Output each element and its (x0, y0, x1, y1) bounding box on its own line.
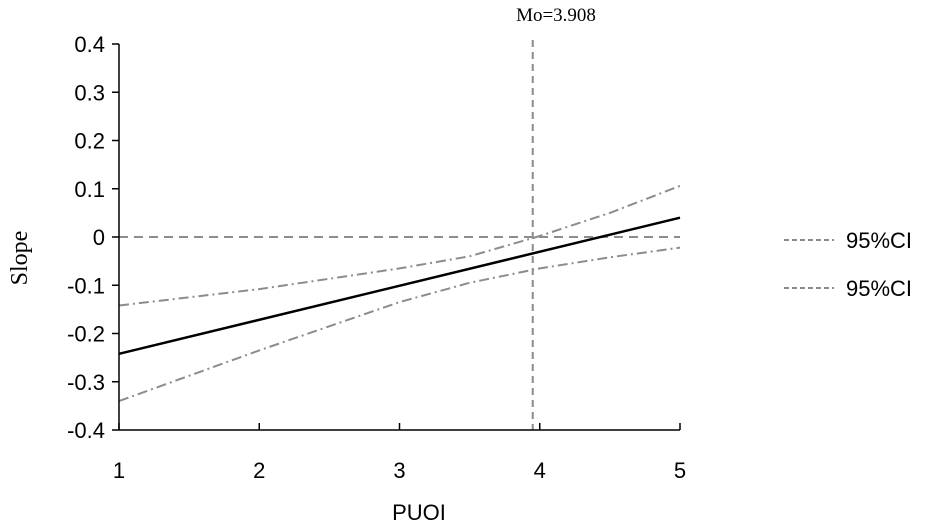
x-axis-title: PUOI (392, 500, 446, 525)
legend: 95%CI 95%CI (784, 228, 912, 301)
legend-label: 95%CI (846, 228, 912, 253)
y-tick-label: 0.2 (74, 129, 105, 154)
x-tick-label: 4 (534, 458, 546, 483)
x-tick-labels: 1 2 3 4 5 (113, 458, 686, 483)
y-tick-label: 0.1 (74, 177, 105, 202)
x-tick-label: 3 (393, 458, 405, 483)
y-tick-label: -0.4 (67, 418, 105, 443)
ci-line-1 (118, 246, 681, 403)
x-tick-label: 1 (113, 458, 125, 483)
ci-line-2 (118, 184, 681, 307)
axes-layer (112, 43, 681, 431)
x-tick-label: 5 (674, 458, 686, 483)
x-tick-label: 2 (253, 458, 265, 483)
y-tick-labels: 0.4 0.3 0.2 0.1 0 -0.1 -0.2 -0.3 -0.4 (67, 32, 105, 443)
y-axis-title: Slope (7, 231, 33, 286)
slope-line (118, 216, 681, 356)
y-tick-label: 0.4 (74, 32, 105, 57)
y-tick-label: 0 (93, 225, 105, 250)
y-tick-label: -0.3 (67, 370, 105, 395)
y-tick-label: -0.2 (67, 322, 105, 347)
series-layer (118, 184, 681, 403)
y-tick-label: -0.1 (67, 273, 105, 298)
mode-label: Mo=3.908 (516, 5, 596, 26)
legend-label: 95%CI (846, 276, 912, 301)
y-tick-label: 0.3 (74, 80, 105, 105)
